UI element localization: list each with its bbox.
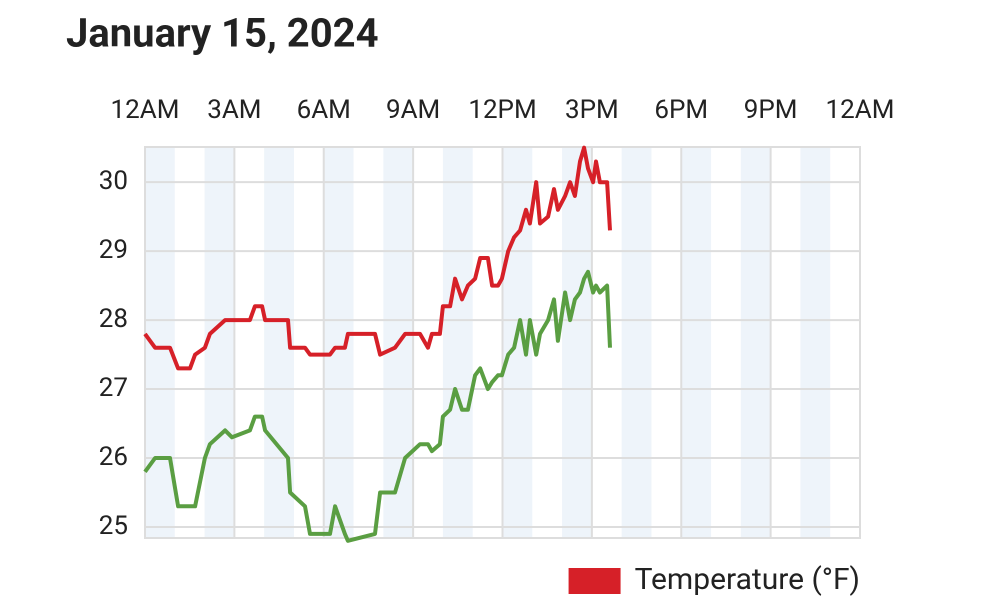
- hour-band: [204, 147, 235, 538]
- x-tick-label: 12AM: [111, 95, 180, 125]
- series-line: [143, 269, 612, 543]
- hour-band: [621, 147, 652, 538]
- hour-band: [681, 147, 712, 538]
- x-tick-label: 6AM: [297, 95, 351, 125]
- legend-label: Temperature (°F): [635, 562, 860, 597]
- y-tick-label: 30: [99, 166, 128, 196]
- x-tick-label: 12AM: [826, 95, 895, 125]
- y-tick-label: 29: [99, 235, 128, 265]
- series-line: [143, 145, 612, 371]
- x-tick-label: 12PM: [468, 95, 536, 125]
- chart-title: January 15, 2024: [66, 10, 379, 57]
- legend-swatch: [568, 568, 621, 594]
- bands: [145, 147, 831, 538]
- y-tick-label: 28: [99, 304, 128, 334]
- y-tick-label: 26: [99, 442, 128, 472]
- x-tick-label: 6PM: [654, 95, 708, 125]
- hour-band: [323, 147, 354, 538]
- x-tick-label: 3PM: [565, 95, 619, 125]
- hour-band: [442, 147, 473, 538]
- hour-band: [562, 147, 592, 538]
- y-tick-label: 25: [99, 511, 128, 541]
- hour-band: [740, 147, 771, 538]
- x-tick-label: 9AM: [386, 95, 440, 125]
- x-tick-label: 9PM: [744, 95, 798, 125]
- x-tick-label: 3AM: [207, 95, 261, 125]
- y-tick-label: 27: [99, 373, 128, 403]
- hour-band: [800, 147, 831, 538]
